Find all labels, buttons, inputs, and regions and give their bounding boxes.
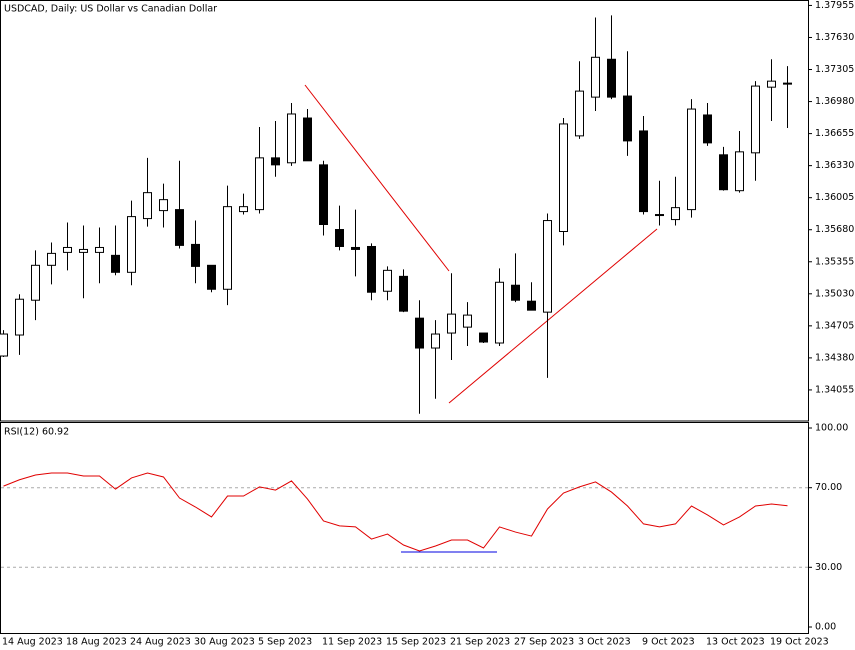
candle-body [447, 313, 456, 334]
y-tick-label: 70.00 [815, 482, 842, 493]
candle-body [95, 246, 104, 253]
candle-body [335, 229, 344, 247]
y-tick-label: 1.35355 [815, 256, 854, 267]
candle-body [415, 317, 424, 349]
rsi-title: RSI(12) 60.92 [4, 427, 69, 438]
candle-body [479, 332, 488, 343]
candle-body [767, 80, 776, 88]
candle-body [207, 264, 216, 290]
candle-body [783, 82, 792, 85]
y-tick-label: 30.00 [815, 562, 842, 573]
y-tick-label: 1.35030 [815, 288, 854, 299]
chart-title: USDCAD, Daily: US Dollar vs Canadian Dol… [4, 4, 217, 15]
x-tick-label: 15 Sep 2023 [386, 637, 446, 648]
x-tick-label: 19 Oct 2023 [770, 637, 829, 648]
candle-body [319, 164, 328, 225]
candle-body [703, 114, 712, 144]
candle-body [719, 154, 728, 191]
candle-body [351, 246, 360, 250]
x-tick-label: 5 Sep 2023 [258, 637, 312, 648]
y-tick-label: 1.36330 [815, 160, 854, 171]
candle-body [287, 113, 296, 164]
x-tick-label: 24 Aug 2023 [130, 637, 191, 648]
candle-body [303, 117, 312, 162]
y-tick-label: 1.35680 [815, 224, 854, 235]
candle-body [191, 243, 200, 267]
x-tick-label: 30 Aug 2023 [194, 637, 255, 648]
candle-body [15, 298, 24, 336]
x-tick-label: 3 Oct 2023 [578, 637, 631, 648]
candle-body [655, 214, 664, 217]
candle-body [159, 199, 168, 212]
trend-line [304, 84, 450, 272]
candle-body [591, 56, 600, 98]
candle-body [79, 248, 88, 253]
candle-body [31, 264, 40, 301]
candle-body [511, 284, 520, 301]
y-tick-label: 1.37305 [815, 64, 854, 75]
candle-body [559, 123, 568, 232]
y-tick-label: 100.00 [815, 423, 848, 434]
rsi-panel [0, 422, 809, 634]
candle-body [607, 58, 616, 98]
y-tick-label: 1.36005 [815, 192, 854, 203]
x-tick-label: 27 Sep 2023 [514, 637, 574, 648]
rsi-line [3, 472, 788, 552]
candle-body [399, 275, 408, 312]
candle-body [239, 206, 248, 213]
candle-body [175, 209, 184, 246]
candle-body [575, 90, 584, 137]
candle-body [367, 245, 376, 293]
candle-body [143, 192, 152, 220]
candle-body [495, 281, 504, 344]
candle-body [735, 151, 744, 192]
x-tick-label: 14 Aug 2023 [2, 637, 63, 648]
candle-body [271, 157, 280, 166]
x-tick-label: 21 Sep 2023 [450, 637, 510, 648]
x-tick-label: 11 Sep 2023 [322, 637, 382, 648]
y-tick-label: 1.34380 [815, 352, 854, 363]
candle-body [383, 269, 392, 292]
y-tick-label: 0.00 [815, 622, 836, 633]
y-tick-label: 1.36980 [815, 96, 854, 107]
candle-body [127, 216, 136, 273]
candle-body [63, 246, 72, 253]
candle-body [623, 95, 632, 142]
candle-body [431, 333, 440, 349]
candle-body [463, 314, 472, 328]
candle-body [111, 254, 120, 273]
y-tick-label: 1.34705 [815, 320, 854, 331]
candle-body [751, 85, 760, 154]
y-tick-label: 1.36655 [815, 128, 854, 139]
candle-body [687, 108, 696, 211]
x-tick-label: 9 Oct 2023 [642, 637, 695, 648]
candle-body [47, 252, 56, 266]
candle-body [671, 207, 680, 221]
y-tick-label: 1.37630 [815, 32, 854, 43]
trend-line [448, 228, 658, 404]
x-tick-label: 18 Aug 2023 [66, 637, 127, 648]
candle-body [255, 157, 264, 211]
candle-body [543, 220, 552, 313]
candle-body [639, 130, 648, 213]
candle-body [0, 333, 8, 357]
x-tick-label: 13 Oct 2023 [706, 637, 765, 648]
candle-body [223, 206, 232, 290]
price-panel [0, 0, 809, 422]
candle-body [527, 300, 536, 311]
y-tick-label: 1.34055 [815, 384, 854, 395]
y-tick-label: 1.37955 [815, 0, 854, 11]
